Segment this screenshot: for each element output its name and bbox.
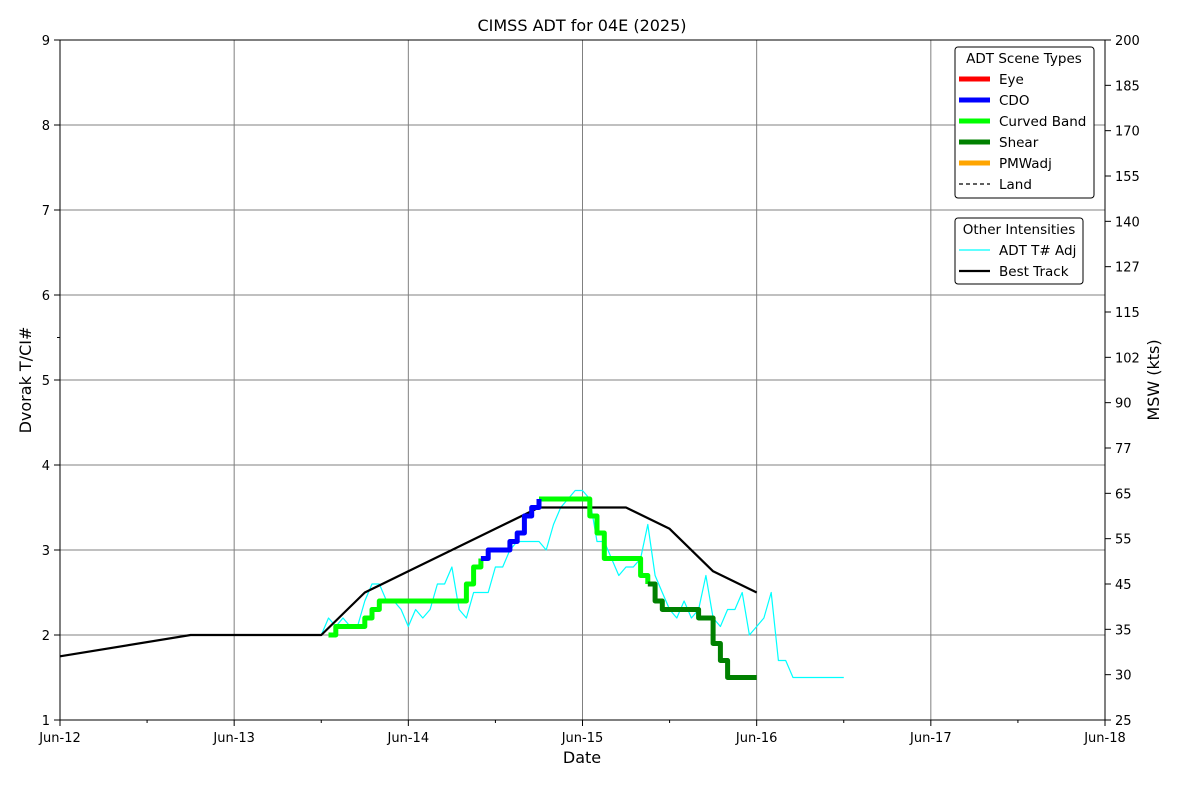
y-tick-label: 3: [42, 544, 50, 559]
series-layer: [59, 489, 844, 680]
legend-scene-title: ADT Scene Types: [966, 51, 1082, 67]
y-right-tick-label: 185: [1115, 79, 1140, 94]
y-tick-label: 4: [42, 459, 50, 474]
y-tick-label: 5: [42, 374, 50, 389]
chart-title: CIMSS ADT for 04E (2025): [477, 16, 686, 35]
x-axis-title: Date: [563, 748, 601, 767]
legend-scene-types: ADT Scene Types Eye CDO Curved Band Shear PM…: [954, 46, 1095, 199]
x-tick-label: Jun-15: [561, 731, 604, 746]
y-right-tick-label: 200: [1115, 34, 1140, 49]
legend-other-title: Other Intensities: [963, 222, 1075, 238]
y-right-tick-label: 55: [1115, 533, 1132, 548]
y-right-tick-label: 90: [1115, 397, 1132, 412]
y-right-tick-label: 155: [1115, 170, 1140, 185]
y-tick-label: 2: [42, 629, 50, 644]
y-right-tick-label: 65: [1115, 487, 1132, 502]
series-cdo: [480, 499, 542, 561]
series-best-track: [59, 506, 758, 658]
y-right-tick-label: 25: [1115, 714, 1132, 729]
legend-label-eye: Eye: [999, 72, 1024, 88]
legend-scene-box: [954, 46, 1095, 199]
series-shear: [647, 581, 757, 680]
legend-label-curved-band: Curved Band: [999, 114, 1086, 130]
y-tick-label: 7: [42, 204, 50, 219]
y-right-tick-label: 170: [1115, 125, 1140, 140]
y-tick-label: 6: [42, 289, 50, 304]
y-right-tick-label: 30: [1115, 669, 1132, 684]
x-tick-label: Jun-16: [735, 731, 778, 746]
y-right-tick-label: 115: [1115, 306, 1140, 321]
x-tick-label: Jun-12: [38, 731, 81, 746]
legend-label-pmwadj: PMWadj: [999, 156, 1052, 172]
y-right-tick-label: 127: [1115, 261, 1140, 276]
legend-label-land: Land: [999, 177, 1032, 193]
legend-label-best-track: Best Track: [999, 264, 1069, 280]
y-right-tick-label: 77: [1115, 442, 1132, 457]
series-adt-t-adj: [320, 489, 844, 679]
x-tick-label: Jun-17: [909, 731, 952, 746]
y-axis-right-title: MSW (kts): [1144, 339, 1163, 420]
x-axis: Jun-12 Jun-13 Jun-14 Jun-15 Jun-16 Jun-17 Jun-…: [38, 720, 1126, 746]
y-axis-left-title: Dvorak T/CI#: [16, 327, 35, 434]
y-right-tick-label: 140: [1115, 215, 1140, 230]
legend-label-cdo: CDO: [999, 93, 1029, 109]
y-right-tick-label: 102: [1115, 351, 1140, 366]
series-curved-band: [328, 558, 484, 638]
legend-other-box: [954, 217, 1084, 285]
x-tick-label: Jun-18: [1083, 731, 1126, 746]
legend-other-intensities: Other Intensities ADT T# Adj Best Track: [954, 217, 1084, 285]
y-right-tick-label: 35: [1115, 623, 1132, 638]
series-curved-band: [539, 496, 651, 584]
x-tick-label: Jun-13: [212, 731, 255, 746]
legend-label-shear: Shear: [999, 135, 1039, 151]
y-tick-label: 9: [42, 34, 50, 49]
y-right-tick-label: 45: [1115, 578, 1132, 593]
y-axis-left: 1 2 3 4 5 6 7 8 9: [42, 34, 60, 729]
x-tick-label: Jun-14: [387, 731, 430, 746]
legend-label-adt-t-adj: ADT T# Adj: [999, 243, 1076, 259]
y-tick-label: 1: [42, 714, 50, 729]
y-axis-right: 25 30 35 45 55 65 77 90 102 115 127 140 155 170 185 200: [1105, 34, 1140, 729]
y-tick-label: 8: [42, 119, 50, 134]
